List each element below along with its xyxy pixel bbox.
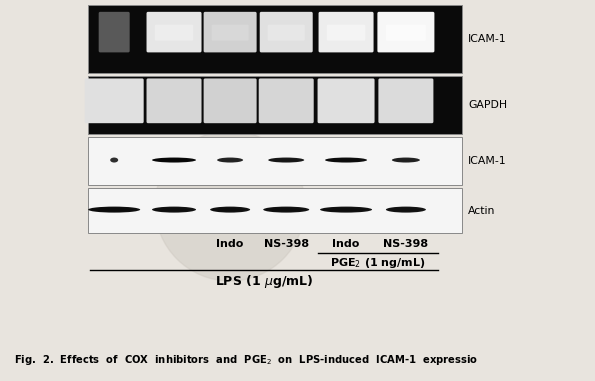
FancyBboxPatch shape <box>327 25 365 41</box>
Text: GAPDH: GAPDH <box>468 100 507 110</box>
FancyBboxPatch shape <box>318 12 374 53</box>
Ellipse shape <box>110 157 118 163</box>
FancyBboxPatch shape <box>203 78 256 123</box>
Text: LPS (1 $\mu$g/mL): LPS (1 $\mu$g/mL) <box>215 273 313 290</box>
FancyBboxPatch shape <box>378 78 433 123</box>
Ellipse shape <box>88 207 140 213</box>
Ellipse shape <box>321 208 365 211</box>
FancyBboxPatch shape <box>155 25 193 41</box>
Text: ICAM-1: ICAM-1 <box>468 34 506 44</box>
Ellipse shape <box>269 158 300 162</box>
Ellipse shape <box>263 207 309 213</box>
Bar <box>88 137 462 185</box>
Ellipse shape <box>153 158 190 162</box>
Text: NS-398: NS-398 <box>383 239 428 249</box>
FancyBboxPatch shape <box>203 12 256 53</box>
Bar <box>88 188 462 233</box>
Ellipse shape <box>386 207 426 213</box>
Text: Indo: Indo <box>217 239 244 249</box>
FancyBboxPatch shape <box>386 25 426 41</box>
FancyBboxPatch shape <box>260 12 313 53</box>
FancyBboxPatch shape <box>212 25 249 41</box>
FancyBboxPatch shape <box>318 78 375 123</box>
Bar <box>88 5 462 73</box>
Ellipse shape <box>393 158 416 162</box>
Text: Fig.  2.  Effects  of  COX  inhibitors  and  PGE$_2$  on  LPS-induced  ICAM-1  e: Fig. 2. Effects of COX inhibitors and PG… <box>14 353 478 367</box>
Ellipse shape <box>89 208 134 211</box>
Ellipse shape <box>217 157 243 163</box>
Text: ICAM-1: ICAM-1 <box>468 156 506 166</box>
Ellipse shape <box>210 207 250 213</box>
Text: PGE$_2$ (1 ng/mL): PGE$_2$ (1 ng/mL) <box>330 256 426 270</box>
Circle shape <box>155 131 305 281</box>
FancyBboxPatch shape <box>99 12 130 53</box>
Ellipse shape <box>268 157 304 163</box>
FancyBboxPatch shape <box>146 12 202 53</box>
Text: Indo: Indo <box>333 239 360 249</box>
Bar <box>88 76 462 134</box>
FancyBboxPatch shape <box>268 25 305 41</box>
Ellipse shape <box>325 157 367 163</box>
Text: Actin: Actin <box>468 205 496 216</box>
Ellipse shape <box>326 158 362 162</box>
Ellipse shape <box>392 157 420 163</box>
Ellipse shape <box>387 208 421 211</box>
Ellipse shape <box>152 207 196 213</box>
FancyBboxPatch shape <box>84 78 143 123</box>
FancyBboxPatch shape <box>259 78 314 123</box>
FancyBboxPatch shape <box>146 78 202 123</box>
Ellipse shape <box>153 208 190 211</box>
FancyBboxPatch shape <box>377 12 434 53</box>
Ellipse shape <box>320 207 372 213</box>
Text: NS-398: NS-398 <box>264 239 309 249</box>
Ellipse shape <box>211 208 245 211</box>
Ellipse shape <box>152 157 196 163</box>
Ellipse shape <box>218 158 240 162</box>
Ellipse shape <box>264 208 303 211</box>
